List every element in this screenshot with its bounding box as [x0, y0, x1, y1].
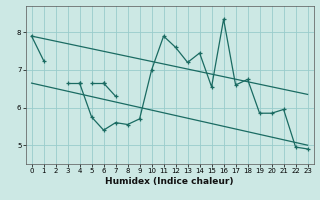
X-axis label: Humidex (Indice chaleur): Humidex (Indice chaleur)	[105, 177, 234, 186]
